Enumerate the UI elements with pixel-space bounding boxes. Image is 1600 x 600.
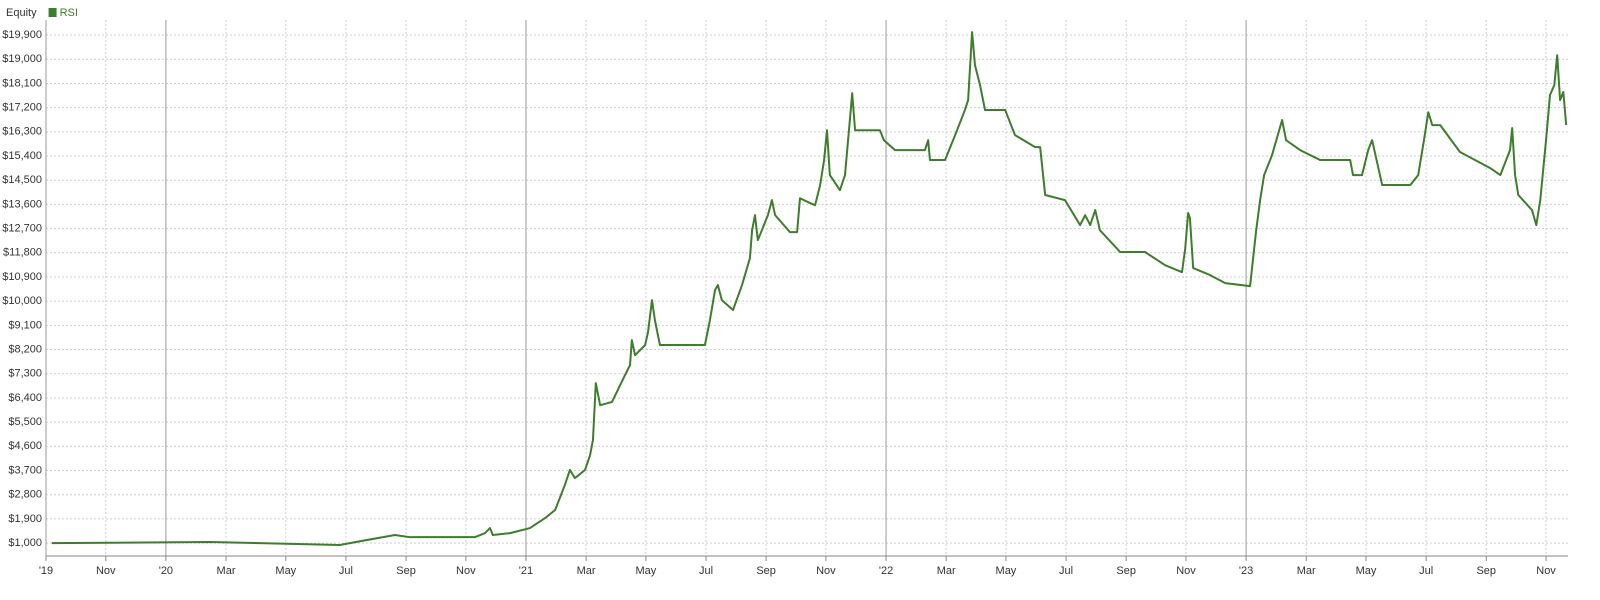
y-tick-label: $6,400 [8, 392, 42, 404]
y-tick-label: $18,100 [2, 77, 42, 89]
x-tick-label: Mar [937, 565, 956, 577]
y-tick-label: $3,700 [8, 464, 42, 476]
y-tick-label: $13,600 [2, 198, 42, 210]
x-tick-label: Sep [1476, 565, 1496, 577]
y-tick-label: $7,300 [8, 368, 42, 380]
y-tick-label: $1,900 [8, 513, 42, 525]
x-tick-label: Mar [1297, 565, 1316, 577]
x-tick-label: Nov [1536, 565, 1556, 577]
y-tick-label: $12,700 [2, 223, 42, 235]
y-tick-label: $10,900 [2, 271, 42, 283]
x-tick-label: Sep [396, 565, 416, 577]
x-tick-label: May [275, 565, 296, 577]
x-tick-label: Nov [96, 565, 116, 577]
x-tick-label: Nov [456, 565, 476, 577]
x-tick-label: May [635, 565, 656, 577]
legend-label: RSI [60, 7, 78, 19]
x-tick-label: Nov [1176, 565, 1196, 577]
y-tick-label: $9,100 [8, 319, 42, 331]
x-tick-label: '21 [519, 565, 533, 577]
y-tick-label: $2,800 [8, 489, 42, 501]
y-tick-label: $15,400 [2, 150, 42, 162]
x-tick-label: Jul [1419, 565, 1433, 577]
x-tick-label: '23 [1239, 565, 1253, 577]
x-tick-label: '19 [39, 565, 53, 577]
y-tick-label: $14,500 [2, 174, 42, 186]
legend-title: Equity [6, 7, 37, 19]
y-tick-label: $16,300 [2, 126, 42, 138]
x-tick-label: Mar [577, 565, 596, 577]
x-tick-label: Mar [217, 565, 236, 577]
x-tick-label: Nov [816, 565, 836, 577]
x-tick-label: Jul [339, 565, 353, 577]
y-tick-label: $1,000 [8, 537, 42, 549]
y-tick-label: $4,600 [8, 440, 42, 452]
x-tick-label: '20 [159, 565, 173, 577]
x-tick-label: May [996, 565, 1017, 577]
x-tick-label: Jul [699, 565, 713, 577]
y-tick-label: $10,000 [2, 295, 42, 307]
legend-swatch [48, 8, 57, 17]
x-tick-label: Jul [1059, 565, 1073, 577]
y-tick-label: $8,200 [8, 343, 42, 355]
equity-line [51, 31, 1568, 546]
x-tick-label: Sep [1116, 565, 1136, 577]
x-tick-label: Sep [756, 565, 776, 577]
y-tick-label: $17,200 [2, 102, 42, 114]
x-tick-label: May [1356, 565, 1377, 577]
y-tick-label: $5,500 [8, 416, 42, 428]
y-tick-label: $19,000 [2, 53, 42, 65]
y-tick-label: $11,800 [3, 247, 42, 259]
y-tick-label: $19,900 [2, 29, 42, 41]
x-tick-label: '22 [879, 565, 893, 577]
